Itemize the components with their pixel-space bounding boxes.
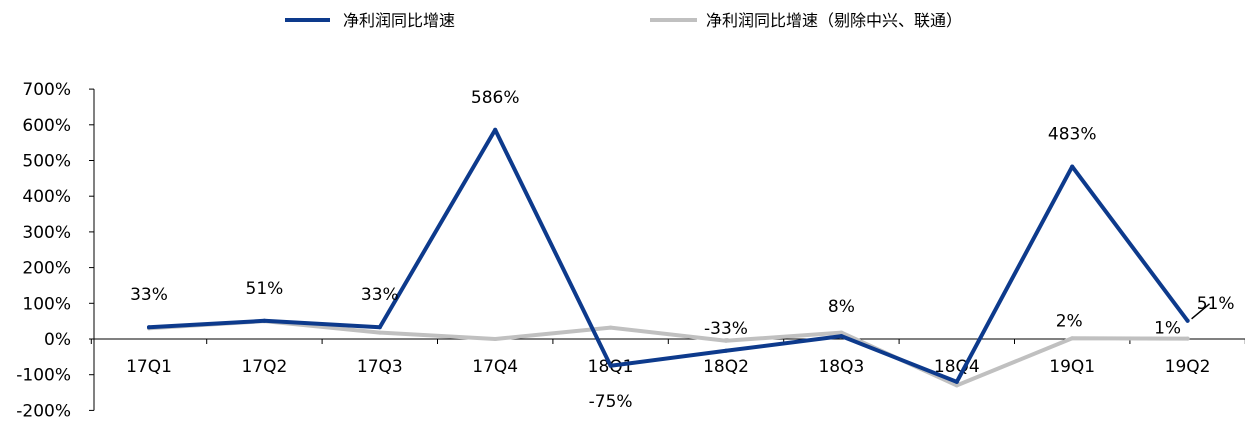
data-label-series-1: 51% xyxy=(246,279,284,299)
data-point-series-1 xyxy=(493,127,498,132)
x-tick-label: 17Q1 xyxy=(126,357,172,377)
data-point-series-2 xyxy=(1185,336,1190,341)
data-label-series-1: 586% xyxy=(471,88,520,108)
y-tick-label: 300% xyxy=(22,223,71,243)
legend-label-series-1: 净利润同比增速 xyxy=(343,11,455,30)
data-label-series-2: 2% xyxy=(1056,311,1083,331)
data-label-series-1: 483% xyxy=(1048,125,1097,145)
data-point-series-1 xyxy=(724,348,728,353)
data-point-series-1 xyxy=(262,318,267,323)
y-tick-label: -200% xyxy=(16,401,71,420)
data-point-series-2 xyxy=(493,337,498,341)
data-label-series-1: 51% xyxy=(1197,294,1235,314)
data-point-series-2 xyxy=(954,383,959,388)
legend: 净利润同比增速 净利润同比增速（剔除中兴、联通） xyxy=(285,11,962,30)
x-tick-label: 17Q4 xyxy=(472,357,518,377)
y-tick-label: 400% xyxy=(22,187,71,207)
data-label-series-1: 33% xyxy=(130,285,168,305)
data-point-series-1 xyxy=(1070,164,1075,169)
y-tick-label: 700% xyxy=(22,80,71,100)
y-tick-label: 500% xyxy=(22,152,71,172)
data-label-series-1: -33% xyxy=(704,319,748,339)
data-label-leader-line xyxy=(1191,303,1211,320)
series-line-1 xyxy=(147,127,1190,384)
data-point-series-2 xyxy=(839,330,844,335)
data-point-series-1 xyxy=(1185,318,1190,323)
data-point-series-1 xyxy=(147,325,151,330)
data-label-series-1: 8% xyxy=(828,297,855,317)
y-tick-label: 200% xyxy=(22,259,71,279)
x-axis: 17Q117Q217Q317Q418Q118Q218Q318Q419Q119Q2 xyxy=(90,338,1245,377)
data-label-series-2: 1% xyxy=(1154,319,1181,339)
data-point-series-1 xyxy=(377,325,382,330)
data-point-series-1 xyxy=(839,334,844,339)
x-tick-label: 18Q2 xyxy=(703,357,749,377)
series-line-2 xyxy=(147,319,1190,388)
series-layer xyxy=(147,127,1190,388)
x-tick-label: 19Q1 xyxy=(1049,357,1095,377)
data-point-series-2 xyxy=(1070,336,1075,341)
y-tick-label: 100% xyxy=(22,294,71,314)
data-point-series-2 xyxy=(724,338,728,343)
x-tick-label: 18Q3 xyxy=(818,357,864,377)
data-point-series-1 xyxy=(608,363,613,368)
data-label-series-1: 33% xyxy=(361,285,399,305)
legend-label-series-2: 净利润同比增速（剔除中兴、联通） xyxy=(706,11,962,30)
data-point-series-2 xyxy=(608,325,613,330)
x-tick-label: 17Q3 xyxy=(357,357,403,377)
y-tick-label: 600% xyxy=(22,116,71,136)
y-axis: 700% 600% 500% 400% 300% 200% 100% 0% -100% -200% xyxy=(16,80,95,421)
data-label-series-1: -75% xyxy=(589,392,633,412)
data-point-series-1 xyxy=(954,379,959,384)
x-tick-label: 19Q2 xyxy=(1165,357,1211,377)
y-tick-label: -100% xyxy=(16,366,71,386)
data-labels: 33% 51% 33% 586% -75% -33% 8% 483% 51% 2% 1% xyxy=(130,88,1234,412)
data-point-series-2 xyxy=(377,330,382,335)
x-tick-label: 17Q2 xyxy=(241,357,287,377)
y-tick-label: 0% xyxy=(44,330,71,350)
